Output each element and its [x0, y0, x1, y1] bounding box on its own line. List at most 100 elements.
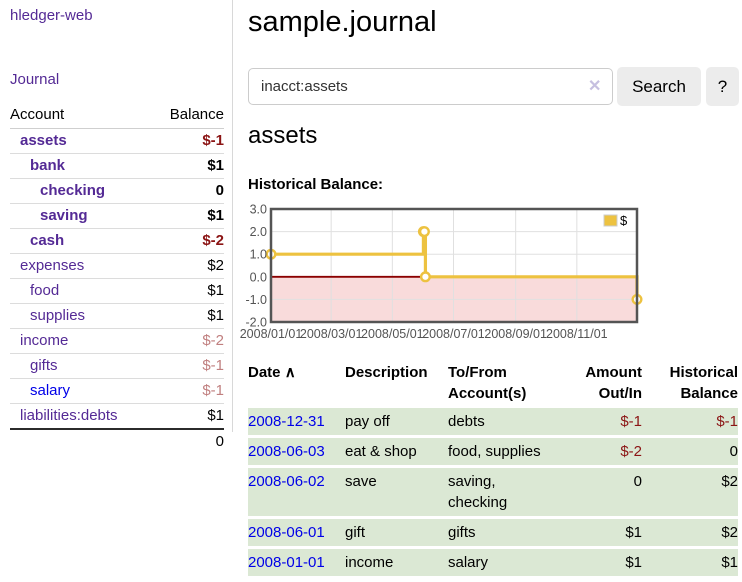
amount-column-header: Amount Out/In — [585, 364, 642, 402]
transaction-date-cell[interactable]: 2008-06-01 — [248, 518, 345, 548]
accounts-total-value: 0 — [152, 428, 224, 454]
transaction-balance-cell: $2 — [721, 524, 738, 541]
transaction-date-link[interactable]: 2008-12-31 — [248, 413, 325, 430]
svg-text:1.0: 1.0 — [250, 248, 267, 262]
sort-ascending-icon: ∧ — [284, 364, 296, 381]
historical-balance-chart[interactable]: $3.0 2.0 1.0 0.0 -1.0 -2.0 2008/01/01 2008/03/0… — [240, 203, 742, 350]
transaction-row[interactable]: 2008-06-03 eat & shop food, supplies $-2 0 — [248, 436, 738, 467]
chart-title: Historical Balance: — [248, 176, 384, 193]
account-row: income $-2 — [10, 328, 224, 354]
account-balance: $1 — [152, 403, 224, 429]
sidebar: hledger-web Journal Account Balance asse… — [0, 0, 233, 582]
transaction-balance-cell: $1 — [721, 554, 738, 571]
account-balance: $1 — [152, 203, 224, 229]
date-column-header[interactable]: Date ∧ — [248, 364, 296, 381]
svg-text:2.0: 2.0 — [250, 225, 267, 239]
sidebar-item-journal[interactable]: Journal — [10, 71, 60, 88]
account-row: expenses $2 — [10, 253, 224, 279]
chart-border — [269, 207, 639, 324]
balance-column-header: Historical Balance — [669, 364, 738, 402]
account-link[interactable]: bank — [30, 157, 66, 174]
main-content: sample.journal ✕ Search ? assets Histori… — [240, 0, 742, 582]
search-button[interactable]: Search — [617, 67, 701, 106]
account-link[interactable]: supplies — [30, 307, 86, 324]
transaction-row[interactable]: 2008-01-01 income salary $1 $1 — [248, 547, 738, 578]
transaction-accounts-cell: gifts — [448, 524, 476, 541]
account-row: food $1 — [10, 278, 224, 304]
transaction-amount-cell: 0 — [633, 473, 642, 490]
help-button[interactable]: ? — [706, 67, 739, 106]
svg-text:-2.0: -2.0 — [245, 316, 267, 330]
transaction-amount-cell: $1 — [625, 554, 642, 571]
accounts-table: Account Balance assets $-1 bank $1 checking 0… — [10, 103, 224, 454]
transaction-accounts-cell: salary — [448, 554, 489, 571]
account-link[interactable]: cash — [30, 232, 65, 249]
account-column-header: Account — [10, 103, 153, 129]
data-point-marker — [418, 226, 430, 238]
account-link[interactable]: income — [20, 332, 69, 349]
account-link[interactable]: checking — [40, 182, 106, 199]
account-row: gifts $-1 — [10, 353, 224, 379]
transaction-date-cell[interactable]: 2008-01-01 — [248, 548, 345, 578]
account-row: liabilities:debts $1 — [10, 403, 224, 429]
description-column-header: Description — [345, 364, 428, 381]
account-link[interactable]: liabilities:debts — [20, 407, 118, 424]
transaction-accounts-cell: food, supplies — [448, 443, 541, 460]
account-balance: $2 — [152, 253, 224, 279]
page-title: sample.journal — [248, 6, 437, 38]
legend-label: $ — [620, 213, 628, 228]
transaction-date-cell[interactable]: 2008-12-31 — [248, 408, 345, 437]
transaction-row[interactable]: 2008-06-01 gift gifts $1 $2 — [248, 517, 738, 548]
svg-text:3.0: 3.0 — [250, 203, 267, 217]
account-heading: assets — [248, 122, 318, 149]
transaction-accounts-cell: debts — [448, 413, 485, 430]
transaction-date-link[interactable]: 2008-06-01 — [248, 524, 325, 541]
svg-text:2008/03/01: 2008/03/01 — [300, 327, 363, 341]
app-title-link[interactable]: hledger-web — [10, 7, 93, 24]
sidebar-divider — [232, 0, 233, 432]
transaction-row[interactable]: 2008-06-02 save saving, checking 0 $2 — [248, 466, 738, 518]
account-link[interactable]: gifts — [30, 357, 58, 374]
account-balance: $-1 — [152, 378, 224, 404]
clear-search-icon[interactable]: ✕ — [588, 78, 602, 95]
svg-text:0.0: 0.0 — [250, 270, 267, 284]
account-row: salary $-1 — [10, 378, 224, 404]
transaction-amount-cell: $1 — [625, 524, 642, 541]
svg-text:2008/07/01: 2008/07/01 — [422, 327, 485, 341]
register-header-row: Date ∧ Description To/From Account(s) Am… — [248, 362, 738, 408]
negative-region — [272, 276, 636, 321]
account-link[interactable]: expenses — [20, 257, 85, 274]
account-balance: $-1 — [152, 128, 224, 154]
svg-text:2008/09/01: 2008/09/01 — [484, 327, 547, 341]
account-link[interactable]: saving — [40, 207, 88, 224]
balance-column-header: Balance — [152, 103, 224, 129]
account-balance: 0 — [152, 178, 224, 204]
transaction-date-link[interactable]: 2008-06-02 — [248, 473, 325, 490]
account-balance: $-2 — [152, 328, 224, 354]
account-link[interactable]: food — [30, 282, 60, 299]
account-balance: $-2 — [152, 228, 224, 254]
data-point-marker — [419, 271, 431, 283]
transaction-date-link[interactable]: 2008-06-03 — [248, 443, 325, 460]
transaction-description-cell: pay off — [345, 413, 390, 430]
transaction-row[interactable]: 2008-12-31 pay off debts $-1 $-1 — [248, 408, 738, 437]
transaction-date-link[interactable]: 2008-01-01 — [248, 554, 325, 571]
transaction-date-cell[interactable]: 2008-06-02 — [248, 467, 345, 518]
accounts-header-row: Account Balance — [10, 103, 224, 129]
account-balance: $1 — [152, 303, 224, 329]
account-row: supplies $1 — [10, 303, 224, 329]
chart-svg: $3.0 2.0 1.0 0.0 -1.0 -2.02008/01/012008/03/0… — [240, 203, 643, 341]
account-link[interactable]: assets — [20, 132, 67, 149]
account-row: assets $-1 — [10, 128, 224, 154]
account-balance: $1 — [152, 278, 224, 304]
svg-text:2008/05/01: 2008/05/01 — [361, 327, 424, 341]
transaction-description-cell: save — [345, 473, 377, 490]
account-row: saving $1 — [10, 203, 224, 229]
transaction-date-cell[interactable]: 2008-06-03 — [248, 437, 345, 467]
search-input[interactable] — [248, 68, 613, 105]
transaction-balance-cell: $2 — [721, 473, 738, 490]
register-table: Date ∧ Description To/From Account(s) Am… — [248, 362, 738, 579]
transaction-amount-cell: $-2 — [620, 443, 642, 460]
account-link[interactable]: salary — [30, 382, 71, 399]
account-balance: $1 — [152, 153, 224, 179]
